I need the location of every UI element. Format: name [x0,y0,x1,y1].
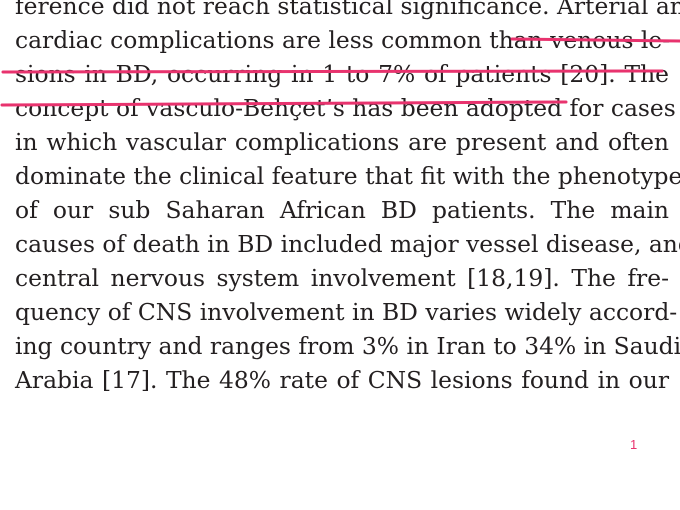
page-marker: 1 [630,437,638,452]
text-line: dominate the clinical feature that fit w… [15,162,680,190]
text-line: ference did not reach statistical signif… [15,0,680,20]
text-line: central nervous system involvement [18,1… [15,264,669,292]
text-line: cardiac complications are less common th… [15,26,671,54]
text-line: ing country and ranges from 3% in Iran t… [15,332,680,360]
text-line: of our sub Saharan African BD patients. … [15,196,669,224]
text-line: causes of death in BD included major ves… [15,230,680,258]
text-line: sions in BD, occurring in 1 to 7% of pat… [15,60,669,88]
text-line: concept of vasculo-Behçet’s has been ado… [15,94,676,122]
text-line: Arabia [17]. The 48% rate of CNS lesions… [15,366,669,394]
text-line: quency of CNS involvement in BD varies w… [15,298,678,326]
body-paragraph: ference did not reach statistical signif… [15,0,680,397]
text-line: in which vascular complications are pres… [15,128,669,156]
